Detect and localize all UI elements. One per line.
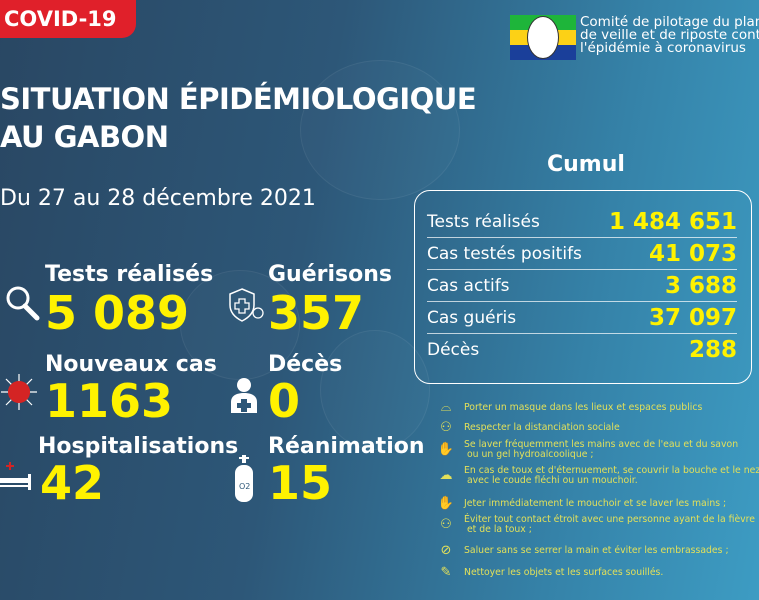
hospitalizations-label: Hospitalisations [38,434,239,459]
row-label: Cas guéris [427,308,517,328]
deaths-value: 0 [268,374,301,428]
precaution-text: Se laver fréquemment les mains avec de l… [464,439,739,460]
row-value: 288 [688,336,737,363]
org-line: de veille et de riposte contre [580,27,759,43]
precaution-item: ☁ En cas de toux et d'éternuement, se cou… [437,466,759,486]
handwash-icon: ✋ [437,496,455,511]
new-cases-label: Nouveaux cas [45,352,217,377]
precaution-text: En cas de toux et d'éternuement, se couv… [464,465,759,486]
cumul-table: Tests réalisés 1 484 651 Cas testés posit… [414,190,752,384]
shield-cross-icon [229,288,264,322]
precaution-item: ⌓ Porter un masque dans les lieux et espa… [437,400,702,416]
page-title-line2: AU GABON [0,120,169,154]
row-value: 37 097 [648,305,737,331]
precaution-item: ⊘ Saluer sans se serrer la main et éviter… [437,543,729,559]
virus-decoration [320,330,430,450]
precaution-item: ✋ Jeter immédiatement le mouchoir et se l… [437,496,726,512]
recoveries-value: 357 [268,286,365,340]
row-label: Cas testés positifs [427,244,582,264]
virus-icon [1,374,37,410]
cumul-row: Cas testés positifs 41 073 [427,239,737,270]
deaths-label: Décès [268,352,343,377]
precaution-text: Respecter la distanciation sociale [464,422,620,433]
precaution-text: Saluer sans se serrer la main et éviter … [464,545,729,556]
precaution-item: ✎ Nettoyer les objets et les surfaces sou… [437,565,664,581]
cumul-row: Cas actifs 3 688 [427,271,737,302]
oxygen-tank-icon: O2 [235,455,253,502]
svg-text:O2: O2 [239,482,250,491]
row-value: 41 073 [648,241,737,267]
precaution-item: ✋ Se laver fréquemment les mains avec de … [437,440,738,460]
precaution-text: Jeter immédiatement le mouchoir et se la… [464,498,727,509]
recoveries-label: Guérisons [268,262,392,287]
precaution-text: Nettoyer les objets et les surfaces soui… [464,567,664,578]
row-value: 1 484 651 [608,209,737,235]
org-line: l'épidémie à coronavirus [580,40,746,56]
cumul-row: Décès 288 [427,334,737,365]
new-cases-value: 1163 [45,374,174,428]
period: Du 27 au 28 décembre 2021 [0,186,316,211]
gabon-flag-logo [510,15,576,60]
icu-label: Réanimation [268,434,425,459]
tests-label: Tests réalisés [45,262,214,287]
row-label: Cas actifs [427,276,510,296]
precaution-item: ⚇ Respecter la distanciation sociale [437,420,620,436]
mask-icon: ⌓ [440,400,452,415]
cumul-row: Tests réalisés 1 484 651 [427,207,737,238]
seal-icon [527,16,559,59]
org-line: Comité de pilotage du plan [580,14,759,30]
tests-value: 5 089 [45,286,190,340]
magnifier-icon [6,286,40,321]
row-label: Tests réalisés [427,212,540,232]
cumul-row: Cas guéris 37 097 [427,303,737,334]
precaution-item: ⚇ Éviter tout contact étroit avec une per… [437,515,755,535]
no-handshake-icon: ⊘ [440,543,452,558]
cough-icon: ☁ [439,468,453,483]
cumul-title: Cumul [547,152,625,177]
row-label: Décès [427,339,480,360]
hospitalizations-value: 42 [40,456,105,510]
precaution-text: Éviter tout contact étroit avec une pers… [464,514,756,535]
virus-decoration [300,60,460,200]
distancing-icon: ⚇ [440,517,452,532]
covid-badge: COVID-19 [0,0,136,38]
person-cross-icon [231,378,257,413]
hospital-bed-icon [0,462,31,490]
organization-name: Comité de pilotage du plan de veille et … [580,14,759,56]
cleaning-icon: ✎ [440,565,452,580]
page-title: SITUATION ÉPIDÉMIOLOGIQUE [0,82,477,116]
row-value: 3 688 [664,273,737,299]
icu-value: 15 [268,456,333,510]
handwash-icon: ✋ [437,442,455,457]
precaution-text: Porter un masque dans les lieux et espac… [464,402,703,413]
distancing-icon: ⚇ [440,420,452,435]
